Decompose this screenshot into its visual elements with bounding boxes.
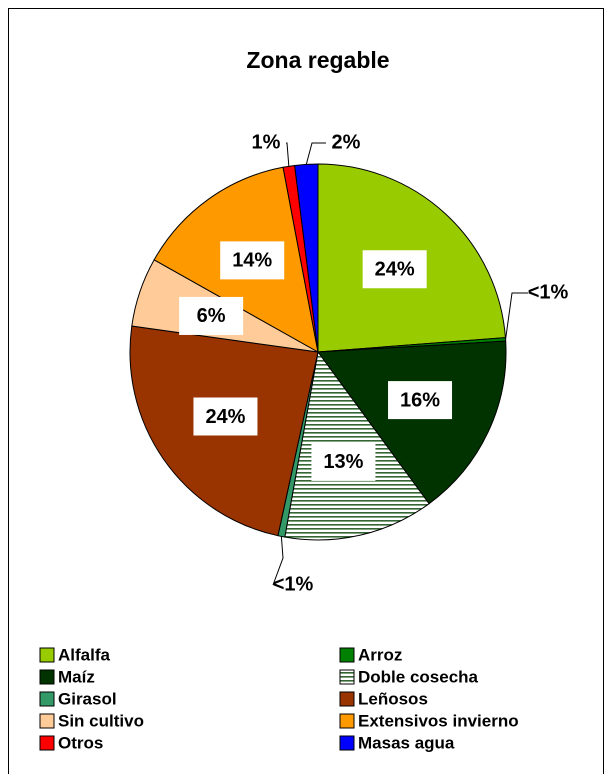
data-label: 24% [375, 259, 415, 281]
legend-swatch [39, 691, 55, 707]
leader-line [286, 142, 290, 167]
legend-swatch [39, 735, 55, 751]
data-label: 16% [400, 389, 440, 411]
legend-label: Sin cultivo [58, 711, 144, 730]
leader-line [272, 536, 284, 586]
legend-label: Girasol [58, 689, 117, 708]
data-label: 1% [252, 131, 281, 153]
data-label: 14% [232, 250, 272, 272]
pie-slice [317, 340, 507, 505]
data-label: 6% [197, 305, 226, 327]
leader-line [305, 142, 326, 165]
legend-swatch [339, 735, 355, 751]
data-label-box [220, 241, 285, 280]
legend-swatch [339, 713, 355, 729]
legend-label: Doble cosecha [358, 667, 479, 686]
legend-swatch [39, 713, 55, 729]
data-label: <1% [528, 281, 569, 303]
data-label-box [193, 397, 258, 436]
leader-line [505, 292, 528, 340]
data-label: <1% [273, 573, 314, 595]
data-label-box [362, 250, 427, 289]
legend-label: Maíz [58, 667, 95, 686]
legend-label: Extensivos invierno [358, 711, 519, 730]
data-label: 24% [205, 406, 245, 428]
legend-label: Arroz [358, 645, 402, 664]
legend-label: Leñosos [358, 689, 428, 708]
data-label-box [311, 442, 376, 481]
data-label-box [388, 381, 453, 420]
legend-swatch [339, 647, 355, 663]
legend-swatch [339, 691, 355, 707]
legend-label: Alfalfa [58, 645, 111, 664]
legend-swatch [39, 669, 55, 685]
legend-swatch [339, 669, 355, 685]
legend-swatch [39, 647, 55, 663]
legend-label: Otros [58, 733, 103, 752]
legend-label: Masas agua [358, 733, 455, 752]
data-label-box [179, 296, 244, 335]
data-label: 2% [332, 131, 361, 153]
data-label: 13% [323, 451, 363, 473]
chart-title: Zona regable [246, 47, 389, 73]
